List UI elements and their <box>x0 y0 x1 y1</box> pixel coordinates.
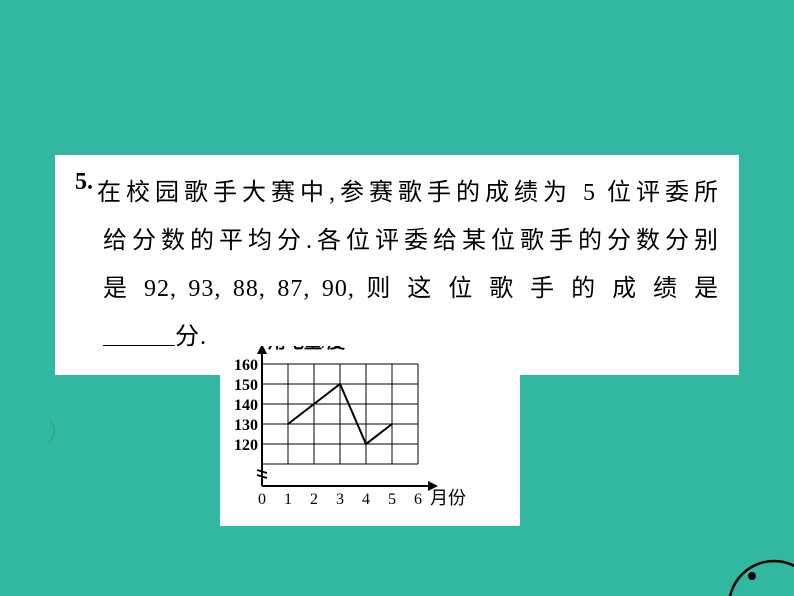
svg-text:1: 1 <box>284 491 292 508</box>
svg-text:130: 130 <box>234 417 258 434</box>
svg-text:5: 5 <box>388 491 396 508</box>
decorative-arc <box>0 415 55 447</box>
decorative-corner <box>694 536 794 596</box>
svg-text:用电量/度: 用电量/度 <box>268 346 346 352</box>
svg-text:2: 2 <box>310 491 318 508</box>
svg-text:4: 4 <box>362 491 370 508</box>
line-chart: 160 150 140 130 120 0 1 2 3 4 5 6 用电量/度月份 <box>220 346 520 526</box>
question-box: 5. 在校园歌手大赛中,参赛歌手的成绩为 5 位评委所 给分数的平均分.各位评委… <box>55 155 739 375</box>
question-line-1: 在校园歌手大赛中,参赛歌手的成绩为 5 位评委所 <box>75 169 719 217</box>
svg-text:140: 140 <box>234 397 258 414</box>
svg-text:120: 120 <box>234 437 258 454</box>
svg-text:3: 3 <box>336 491 344 508</box>
question-line-2: 给分数的平均分.各位评委给某位歌手的分数分别 <box>75 217 719 265</box>
svg-text:0: 0 <box>258 491 266 508</box>
question-line-3: 是 92, 93, 88, 87, 90, 则 这 位 歌 手 的 成 绩 是 <box>75 265 719 313</box>
question-number: 5. <box>75 169 93 196</box>
svg-text:6: 6 <box>414 491 422 508</box>
question-line-4-suffix: 分. <box>175 324 207 350</box>
svg-text:150: 150 <box>234 377 258 394</box>
svg-text:160: 160 <box>234 357 258 374</box>
answer-blank <box>103 322 175 346</box>
svg-text:月份: 月份 <box>430 488 466 508</box>
chart-svg: 160 150 140 130 120 0 1 2 3 4 5 6 用电量/度月份 <box>220 346 520 526</box>
